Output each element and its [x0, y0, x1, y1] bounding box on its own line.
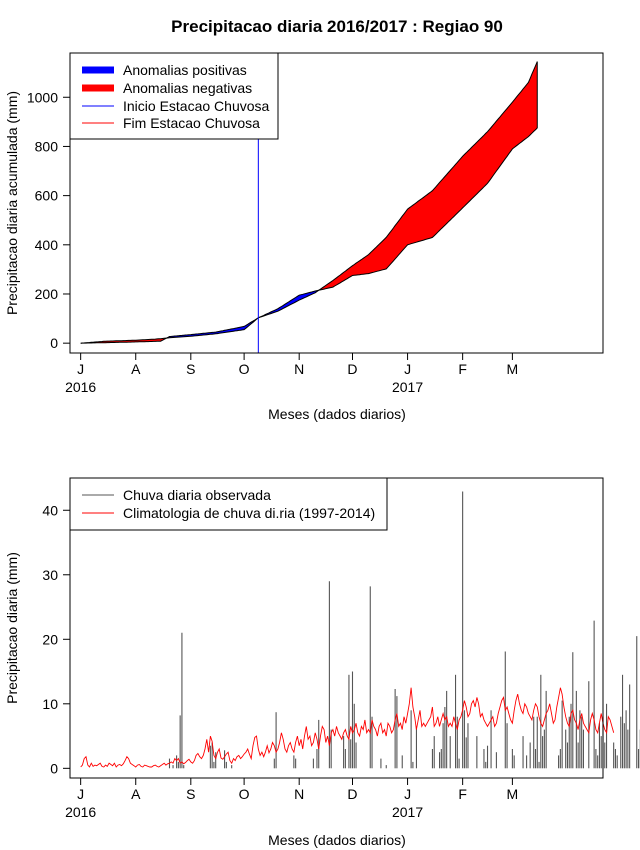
daily-x-tick-label: A [131, 786, 141, 802]
cumulative-x-tick-label: J [77, 361, 84, 377]
cumulative-y-tick-label: 600 [35, 188, 59, 204]
cumulative-y-tick-label: 800 [35, 138, 59, 154]
observed-cumulative-line [80, 127, 538, 344]
cumulative-x-tick-label: F [458, 361, 467, 377]
daily-x-tick-label: F [458, 786, 467, 802]
cumulative-x-tick-label: D [347, 361, 357, 377]
daily-year-label: 2016 [65, 804, 96, 820]
cumulative-plot-frame [69, 52, 604, 354]
daily-year-label: 2017 [392, 804, 423, 820]
daily-x-tick-label: S [186, 786, 195, 802]
cumulative-y-tick-label: 400 [35, 237, 59, 253]
cumulative-x-tick-label: M [507, 361, 519, 377]
daily-x-label: Meses (dados diarios) [268, 832, 406, 848]
cumulative-year-label: 2017 [392, 379, 423, 395]
cumulative-x-tick-label: N [294, 361, 304, 377]
negative-anomaly-area-2 [320, 61, 538, 290]
cumulative-y-label: Precipitacao diaria acumulada (mm) [4, 91, 20, 315]
daily-y-axis: 0 10 20 30 40 [42, 502, 70, 776]
daily-x-tick-label: N [294, 786, 304, 802]
cumulative-y-tick-label: 0 [50, 335, 58, 351]
cumulative-x-tick-label: S [186, 361, 195, 377]
daily-y-tick-label: 20 [42, 631, 58, 647]
figure-title: Precipitacao diaria 2016/2017 : Regiao 9… [171, 17, 503, 36]
legend-label-start: Inicio Estacao Chuvosa [123, 98, 270, 114]
cumulative-year-label: 2016 [65, 379, 96, 395]
daily-plot-area [80, 491, 640, 769]
daily-y-tick-label: 30 [42, 567, 58, 583]
daily-x-tick-label: J [404, 786, 411, 802]
cumulative-legend: Anomalias positivas Anomalias negativas … [69, 52, 279, 140]
cumulative-panel: 0 200 400 600 800 1000 J A S O N D J F M 2016 2017 Mese… [4, 52, 604, 422]
daily-x-axis: J A S O N D J F M 2016 2017 [65, 778, 518, 820]
daily-legend: Chuva diaria observada Climatologia de c… [69, 477, 388, 531]
legend-label-negative: Anomalias negativas [123, 80, 252, 96]
legend-label-observed: Chuva diaria observada [123, 487, 271, 503]
daily-panel: 0 10 20 30 40 J A S O N D J F M 2016 2017 Meses (dados… [4, 477, 640, 848]
daily-y-label: Precipitacao diaria (mm) [4, 552, 20, 704]
daily-y-tick-label: 40 [42, 502, 58, 518]
cumulative-x-tick-label: J [404, 361, 411, 377]
legend-label-climatology: Climatologia de chuva di.ria (1997-2014) [123, 505, 375, 521]
daily-x-tick-label: J [77, 786, 84, 802]
daily-y-tick-label: 10 [42, 696, 58, 712]
legend-label-positive: Anomalias positivas [123, 62, 247, 78]
cumulative-x-tick-label: A [131, 361, 141, 377]
daily-legend-box [69, 477, 388, 531]
daily-x-tick-label: O [239, 786, 250, 802]
climatology-daily-line [80, 687, 615, 768]
cumulative-x-tick-label: O [239, 361, 250, 377]
cumulative-x-axis: J A S O N D J F M 2016 2017 [65, 353, 518, 395]
daily-y-tick-label: 0 [50, 760, 58, 776]
climatology-cumulative-line [80, 61, 538, 344]
cumulative-y-tick-label: 200 [35, 286, 59, 302]
cumulative-y-axis: 0 200 400 600 800 1000 [27, 89, 70, 351]
legend-label-end: Fim Estacao Chuvosa [123, 115, 260, 131]
daily-x-tick-label: M [507, 786, 519, 802]
cumulative-x-label: Meses (dados diarios) [268, 406, 406, 422]
daily-x-tick-label: D [347, 786, 357, 802]
cumulative-y-tick-label: 1000 [27, 89, 58, 105]
